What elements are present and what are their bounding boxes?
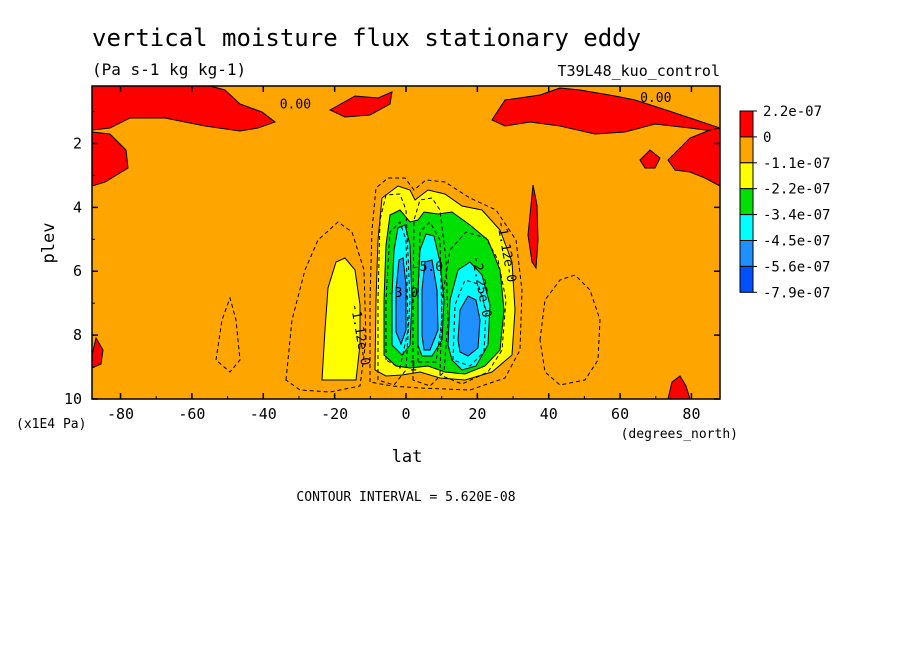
positive-region [92,336,104,369]
positive-region [328,91,393,118]
x-tick-label: 20 [468,405,486,423]
colorbar-swatch [739,214,754,242]
colorbar-label: -5.6e-07 [763,259,830,275]
x-tick-label: 0 [401,405,410,423]
colorbar-label: -4.5e-07 [763,234,830,250]
chart-title: vertical moisture flux stationary eddy [92,24,641,52]
y-axis: 2 4 6 8 10 [64,111,720,408]
x-tick-label: -60 [178,405,205,423]
colorbar-label: -1.1e-07 [763,156,830,172]
y-tick-label: 10 [64,390,82,408]
x-tick-label: 80 [682,405,700,423]
colorbar: 2.2e-07 0 -1.1e-07 -2.2e-07 -3.4e-07 -4.5e-07… [739,104,830,301]
colorbar-swatch [739,188,754,216]
x-tick-label: -80 [107,405,134,423]
positive-region [667,375,691,399]
run-label: T39L48_kuo_control [557,62,720,80]
y-axis-units: (x1E4 Pa) [16,417,86,432]
chart-units: (Pa s-1 kg kg-1) [92,60,246,79]
y-tick-label: 8 [73,326,82,344]
contour-label: 0.00 [640,91,671,106]
colorbar-label: -7.9e-07 [763,285,830,301]
colorbar-swatch [739,240,754,267]
contour-region-blue [395,257,407,346]
x-tick-label: -40 [250,405,277,423]
contour-region-blue [457,295,481,357]
positive-region [639,149,661,169]
positive-region [92,131,129,187]
x-axis: -80 -60 -40 -20 0 20 40 60 80 [107,86,700,423]
contour-interval-text: CONTOUR INTERVAL = 5.620E-08 [296,490,515,505]
contour-label: -3.0 [387,286,418,301]
y-tick-label: 4 [73,198,82,216]
positive-region [92,86,277,132]
contour-region-blue [421,259,439,351]
y-tick-label: 2 [73,134,82,152]
dashed-contours [215,177,601,393]
colorbar-swatch [739,136,754,164]
x-tick-label: 60 [611,405,629,423]
colorbar-swatch [739,265,754,293]
x-axis-units: (degrees_north) [621,427,738,442]
positive-region [667,127,720,187]
x-tick-label: -20 [321,405,348,423]
x-tick-label: 40 [540,405,558,423]
colorbar-label: 0 [763,130,771,146]
x-axis-label: lat [392,447,423,467]
contour-label: -5.0 [412,260,443,275]
colorbar-label: 2.2e-07 [763,104,822,120]
colorbar-swatch [739,110,754,138]
plot-area: 0.00 0.00-1.12e-0-1.12e-0-2.25e-0-3.0-5.0… [91,85,721,400]
colorbar-swatch [739,162,754,190]
positive-region [527,184,539,270]
y-tick-label: 6 [73,262,82,280]
colorbar-label: -2.2e-07 [763,182,830,198]
contour-label: 0.00 [280,97,311,112]
contour-region-yellow [321,257,361,381]
colorbar-label: -3.4e-07 [763,208,830,224]
y-axis-label: plev [39,223,59,264]
positive-region [491,87,720,135]
contour-label: 1 [409,359,417,374]
